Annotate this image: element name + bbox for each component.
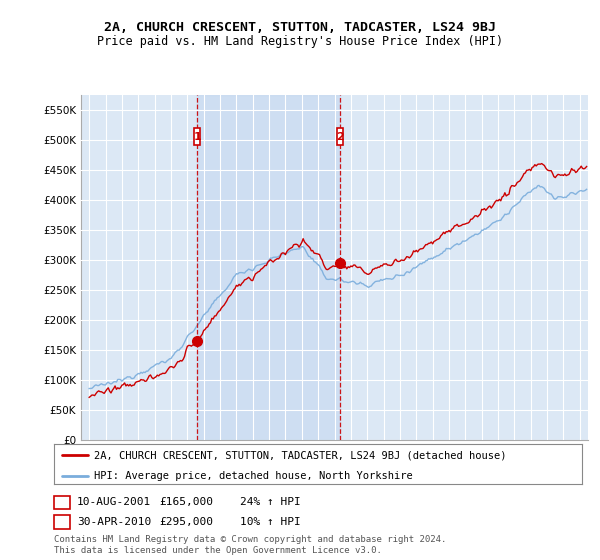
Text: This data is licensed under the Open Government Licence v3.0.: This data is licensed under the Open Gov…	[54, 545, 382, 555]
Text: £165,000: £165,000	[159, 497, 213, 507]
Text: 2: 2	[58, 517, 65, 527]
Text: 2A, CHURCH CRESCENT, STUTTON, TADCASTER, LS24 9BJ (detached house): 2A, CHURCH CRESCENT, STUTTON, TADCASTER,…	[94, 450, 506, 460]
Text: 1: 1	[58, 497, 65, 507]
Text: HPI: Average price, detached house, North Yorkshire: HPI: Average price, detached house, Nort…	[94, 470, 412, 480]
Bar	[197, 95, 340, 440]
FancyBboxPatch shape	[337, 128, 343, 145]
Text: 2A, CHURCH CRESCENT, STUTTON, TADCASTER, LS24 9BJ: 2A, CHURCH CRESCENT, STUTTON, TADCASTER,…	[104, 21, 496, 34]
Text: 2: 2	[336, 132, 344, 142]
Text: 30-APR-2010: 30-APR-2010	[77, 517, 151, 527]
Text: 10-AUG-2001: 10-AUG-2001	[77, 497, 151, 507]
Text: 10% ↑ HPI: 10% ↑ HPI	[240, 517, 301, 527]
Text: £295,000: £295,000	[159, 517, 213, 527]
Text: Contains HM Land Registry data © Crown copyright and database right 2024.: Contains HM Land Registry data © Crown c…	[54, 534, 446, 544]
FancyBboxPatch shape	[194, 128, 200, 145]
Text: 24% ↑ HPI: 24% ↑ HPI	[240, 497, 301, 507]
Text: 1: 1	[193, 132, 201, 142]
Text: Price paid vs. HM Land Registry's House Price Index (HPI): Price paid vs. HM Land Registry's House …	[97, 35, 503, 48]
